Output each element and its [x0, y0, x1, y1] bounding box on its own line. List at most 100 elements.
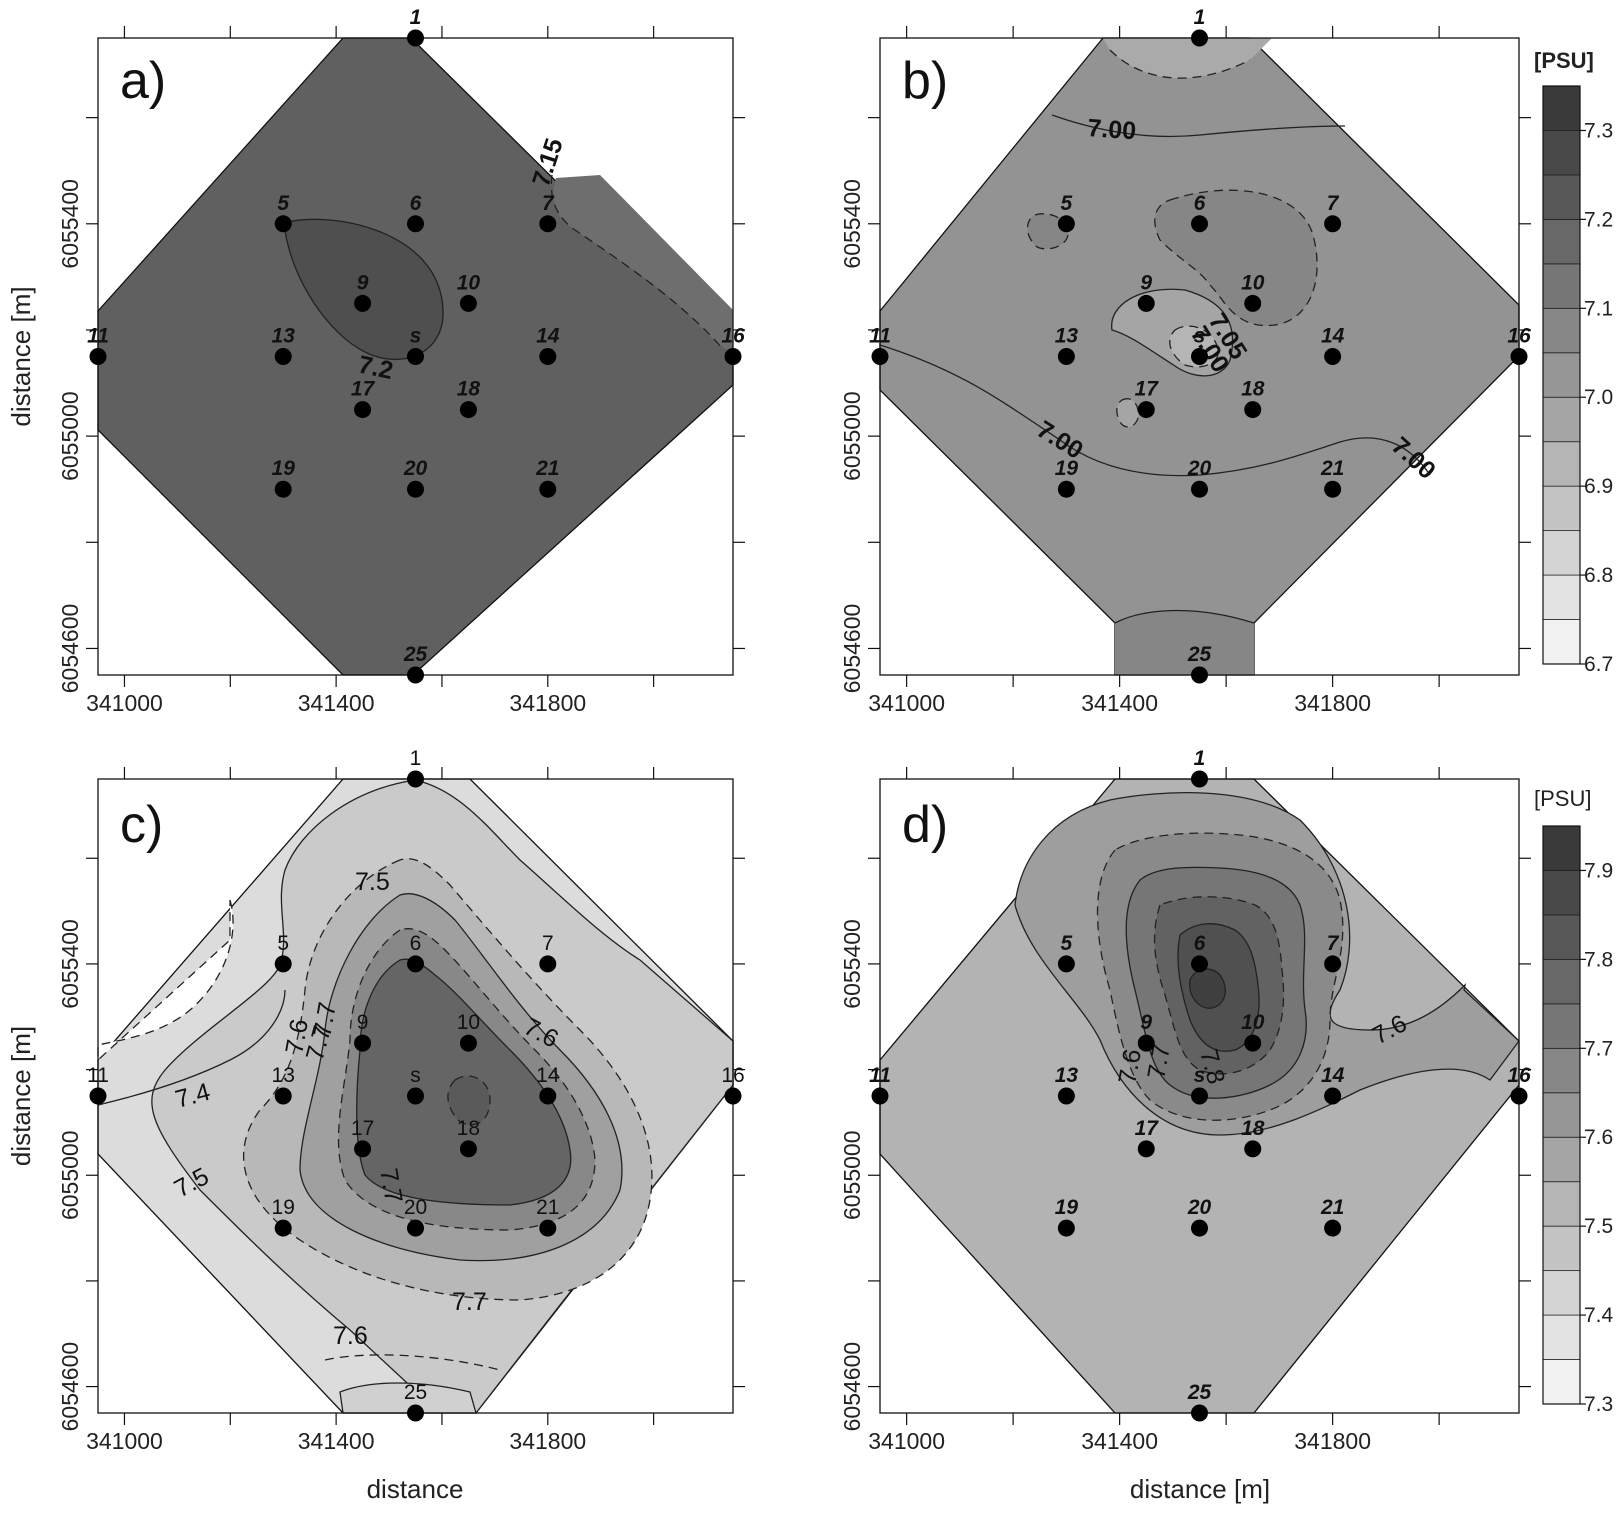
colorbar-step [1543, 575, 1580, 619]
station-label: 1 [410, 747, 422, 770]
station-label: 5 [1061, 932, 1073, 955]
y-tick-label: 6054600 [839, 1342, 865, 1432]
station-label: 6 [1194, 192, 1206, 215]
colorbar-tick-label: 7.8 [1584, 948, 1613, 971]
colorbar-tick-label: 7.5 [1584, 1215, 1613, 1238]
station-label: 16 [1507, 325, 1531, 348]
colorbar-step [1543, 1226, 1580, 1270]
y-tick-label: 6055400 [839, 919, 865, 1009]
station-dot [275, 215, 292, 232]
colorbar-step [1543, 86, 1580, 130]
station-dot [460, 1035, 477, 1052]
y-tick-label: 6055400 [57, 919, 83, 1009]
station-label: 25 [1187, 1381, 1212, 1404]
station-label: 6 [410, 192, 422, 215]
panel-c-label: c) [120, 796, 163, 854]
colorbar-tick-label: 7.7 [1584, 1037, 1613, 1060]
x-tick-label: 341800 [1294, 1428, 1371, 1454]
station-label: 25 [1187, 643, 1212, 666]
station-dot [407, 215, 424, 232]
colorbar-step [1543, 130, 1580, 174]
colorbar-step [1543, 353, 1580, 397]
colorbar-step [1543, 175, 1580, 219]
station-dot [872, 1088, 889, 1105]
station-label: 21 [1320, 1196, 1344, 1219]
station-dot [1058, 1088, 1075, 1105]
station-dot [354, 1035, 371, 1052]
colorbar-step [1543, 1360, 1580, 1404]
x-tick-label: 341800 [509, 690, 586, 716]
station-dot [1511, 348, 1528, 365]
x-tick-label: 341000 [868, 690, 945, 716]
station-label: 10 [457, 1011, 480, 1034]
station-dot [1058, 348, 1075, 365]
station-dot [407, 955, 424, 972]
station-label: 21 [1320, 457, 1344, 480]
station-dot [1058, 955, 1075, 972]
x-tick-label: 341800 [509, 1428, 586, 1454]
y-tick-label: 6055000 [57, 1130, 83, 1220]
station-dot [354, 401, 371, 418]
station-dot [1191, 30, 1208, 47]
station-dot [275, 1088, 292, 1105]
station-label: 19 [1055, 457, 1079, 480]
station-dot [1191, 1220, 1208, 1237]
station-label: 17 [351, 378, 376, 401]
station-dot [1191, 667, 1208, 684]
x-tick-label: 341400 [1081, 1428, 1158, 1454]
station-label: 16 [721, 325, 745, 348]
panel-c-contour-label-76-left: 7.6 [280, 1017, 314, 1056]
station-label: 1 [410, 6, 422, 29]
station-dot [1138, 295, 1155, 312]
station-label: 9 [1140, 1011, 1152, 1034]
y-tick-label: 6055000 [839, 391, 865, 481]
x-tick-label: 341800 [1294, 690, 1371, 716]
station-dot [1244, 1035, 1261, 1052]
x-tick-label: 341400 [298, 1428, 375, 1454]
colorbar-step [1543, 264, 1580, 308]
station-dot [460, 401, 477, 418]
station-label: 6 [410, 932, 422, 955]
station-label: s [410, 1064, 421, 1087]
station-dot [407, 771, 424, 788]
colorbar-step [1543, 620, 1580, 664]
station-label: 14 [1321, 325, 1345, 348]
station-dot [1191, 215, 1208, 232]
station-label: 9 [357, 271, 369, 294]
station-dot [1324, 1088, 1341, 1105]
station-label: 10 [1241, 1011, 1265, 1034]
station-dot [1324, 348, 1341, 365]
station-dot [407, 667, 424, 684]
y-tick-label: 6055000 [839, 1130, 865, 1220]
station-label: 19 [1055, 1196, 1079, 1219]
y-axis-label: distance [m] [6, 286, 36, 426]
station-label: 5 [277, 192, 289, 215]
colorbar-top-unit: [PSU] [1534, 48, 1594, 73]
colorbar-tick-label: 7.9 [1584, 859, 1613, 882]
colorbar-step [1543, 1271, 1580, 1315]
colorbar-step [1543, 397, 1580, 441]
panel-c-contour-label-76-bottom: 7.6 [333, 1322, 368, 1350]
station-dot [1058, 481, 1075, 498]
station-label: 25 [404, 1381, 427, 1404]
station-dot [1244, 401, 1261, 418]
station-dot [539, 1088, 556, 1105]
y-tick-label: 6054600 [57, 1342, 83, 1432]
colorbar-tick-label: 6.7 [1584, 653, 1613, 676]
x-tick-label: 341000 [86, 1428, 163, 1454]
x-axis-label: distance [m] [1130, 1474, 1270, 1504]
y-tick-label: 6055400 [57, 179, 83, 269]
station-dot [872, 348, 889, 365]
station-label: 7 [1327, 192, 1340, 215]
station-dot [275, 481, 292, 498]
colorbar-step [1543, 1004, 1580, 1048]
station-label: 21 [536, 1196, 559, 1219]
colorbar-step [1543, 826, 1580, 870]
colorbar-tick-label: 7.3 [1584, 1393, 1613, 1416]
station-label: 16 [1507, 1064, 1531, 1087]
colorbar-step [1543, 1048, 1580, 1092]
station-label: 9 [357, 1011, 369, 1034]
colorbar-step [1543, 486, 1580, 530]
station-dot [275, 1220, 292, 1237]
